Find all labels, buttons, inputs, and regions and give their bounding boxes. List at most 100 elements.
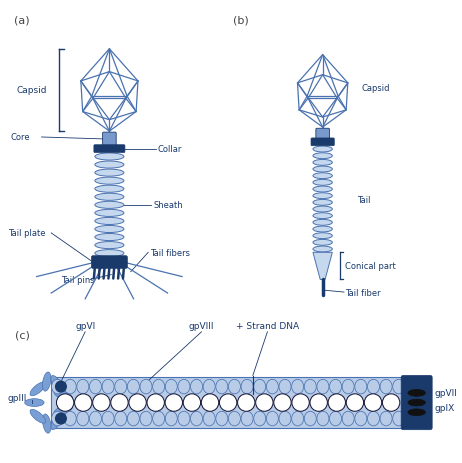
Ellipse shape bbox=[313, 173, 332, 179]
Ellipse shape bbox=[30, 382, 46, 396]
Ellipse shape bbox=[178, 412, 190, 426]
Ellipse shape bbox=[380, 380, 392, 394]
Ellipse shape bbox=[30, 409, 46, 423]
Ellipse shape bbox=[408, 409, 426, 416]
Ellipse shape bbox=[115, 380, 127, 394]
Text: Capsid: Capsid bbox=[361, 84, 390, 93]
Ellipse shape bbox=[346, 394, 364, 412]
Ellipse shape bbox=[310, 394, 328, 412]
Ellipse shape bbox=[54, 390, 73, 400]
Ellipse shape bbox=[203, 380, 215, 394]
Ellipse shape bbox=[56, 394, 74, 412]
Text: + Strand DNA: + Strand DNA bbox=[236, 321, 299, 330]
Ellipse shape bbox=[304, 380, 316, 394]
Ellipse shape bbox=[190, 412, 202, 426]
FancyBboxPatch shape bbox=[103, 133, 116, 146]
Ellipse shape bbox=[140, 380, 152, 394]
Ellipse shape bbox=[313, 220, 332, 226]
Ellipse shape bbox=[279, 412, 291, 426]
Ellipse shape bbox=[64, 412, 76, 426]
Ellipse shape bbox=[43, 414, 51, 433]
Ellipse shape bbox=[52, 412, 64, 426]
Ellipse shape bbox=[313, 200, 332, 206]
Text: gpIII: gpIII bbox=[8, 394, 27, 402]
Ellipse shape bbox=[165, 380, 177, 394]
Ellipse shape bbox=[279, 380, 291, 394]
Ellipse shape bbox=[115, 412, 127, 426]
Ellipse shape bbox=[317, 380, 329, 394]
Ellipse shape bbox=[128, 412, 140, 426]
Ellipse shape bbox=[267, 412, 279, 426]
Text: Tail: Tail bbox=[357, 195, 370, 204]
Ellipse shape bbox=[408, 399, 426, 406]
Ellipse shape bbox=[95, 202, 124, 209]
Ellipse shape bbox=[328, 394, 346, 412]
FancyBboxPatch shape bbox=[94, 145, 125, 153]
Ellipse shape bbox=[237, 394, 255, 412]
Circle shape bbox=[55, 413, 66, 424]
FancyBboxPatch shape bbox=[311, 138, 334, 146]
Ellipse shape bbox=[95, 210, 124, 217]
Ellipse shape bbox=[24, 399, 44, 407]
Ellipse shape bbox=[367, 412, 379, 426]
Ellipse shape bbox=[95, 154, 124, 161]
Text: Capsid: Capsid bbox=[17, 86, 47, 95]
Ellipse shape bbox=[183, 394, 201, 412]
Text: gpVI: gpVI bbox=[75, 321, 95, 330]
Ellipse shape bbox=[254, 380, 266, 394]
Ellipse shape bbox=[383, 394, 400, 412]
Ellipse shape bbox=[95, 250, 124, 257]
Ellipse shape bbox=[203, 412, 215, 426]
Ellipse shape bbox=[90, 412, 102, 426]
Ellipse shape bbox=[313, 153, 332, 159]
Ellipse shape bbox=[342, 380, 354, 394]
Ellipse shape bbox=[178, 380, 190, 394]
Ellipse shape bbox=[216, 412, 228, 426]
Ellipse shape bbox=[313, 226, 332, 232]
Ellipse shape bbox=[190, 380, 202, 394]
Ellipse shape bbox=[313, 147, 332, 153]
Ellipse shape bbox=[90, 380, 102, 394]
Ellipse shape bbox=[43, 372, 51, 391]
Ellipse shape bbox=[329, 380, 341, 394]
Ellipse shape bbox=[216, 380, 228, 394]
Ellipse shape bbox=[52, 380, 64, 394]
Ellipse shape bbox=[313, 194, 332, 199]
Ellipse shape bbox=[241, 380, 253, 394]
Ellipse shape bbox=[313, 167, 332, 173]
Ellipse shape bbox=[254, 412, 266, 426]
Text: Sheath: Sheath bbox=[153, 201, 182, 210]
Ellipse shape bbox=[241, 412, 253, 426]
Ellipse shape bbox=[219, 394, 237, 412]
Text: (b): (b) bbox=[233, 16, 249, 26]
Ellipse shape bbox=[51, 375, 63, 393]
Ellipse shape bbox=[93, 394, 110, 412]
Ellipse shape bbox=[129, 394, 146, 412]
Ellipse shape bbox=[313, 240, 332, 246]
Ellipse shape bbox=[304, 412, 316, 426]
Text: Tail fibers: Tail fibers bbox=[150, 248, 190, 257]
Ellipse shape bbox=[95, 186, 124, 193]
Ellipse shape bbox=[408, 390, 426, 396]
Text: Collar: Collar bbox=[158, 145, 182, 154]
Ellipse shape bbox=[228, 412, 240, 426]
Ellipse shape bbox=[267, 380, 279, 394]
Ellipse shape bbox=[165, 394, 182, 412]
Ellipse shape bbox=[128, 380, 140, 394]
Ellipse shape bbox=[313, 246, 332, 252]
Ellipse shape bbox=[152, 380, 164, 394]
Ellipse shape bbox=[313, 233, 332, 239]
Ellipse shape bbox=[313, 187, 332, 193]
Ellipse shape bbox=[64, 380, 76, 394]
Text: Tail fiber: Tail fiber bbox=[345, 288, 381, 297]
Ellipse shape bbox=[292, 412, 304, 426]
Ellipse shape bbox=[95, 218, 124, 225]
Text: Tail plate: Tail plate bbox=[8, 229, 45, 238]
Ellipse shape bbox=[393, 412, 405, 426]
FancyBboxPatch shape bbox=[316, 129, 329, 141]
Text: gpIX: gpIX bbox=[434, 403, 454, 412]
Ellipse shape bbox=[77, 412, 89, 426]
FancyBboxPatch shape bbox=[401, 375, 432, 430]
Text: (c): (c) bbox=[15, 330, 30, 340]
Ellipse shape bbox=[95, 242, 124, 249]
